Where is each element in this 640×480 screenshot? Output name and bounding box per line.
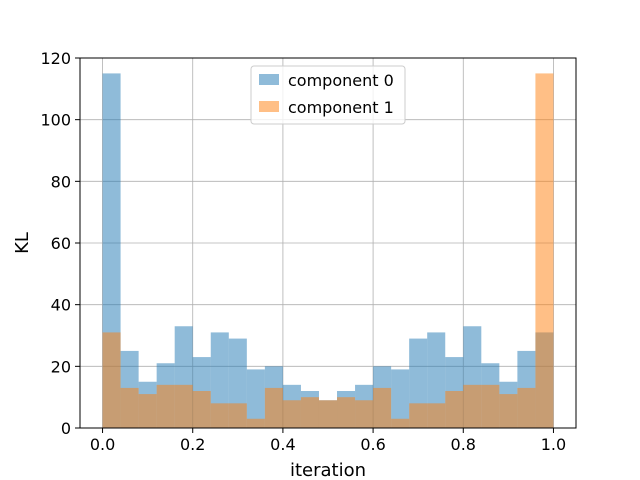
bar-series-1-bin-5 <box>192 391 211 428</box>
legend: component 0 component 1 <box>250 65 406 125</box>
x-tick-label: 0.2 <box>180 435 205 454</box>
y-axis-label: KL <box>12 232 33 254</box>
bar-series-1-bin-1 <box>120 387 139 428</box>
x-tick-label: 1.0 <box>541 435 566 454</box>
bar-series-0-bin-8 <box>246 369 265 428</box>
y-tick-label: 40 <box>51 296 71 315</box>
x-tick-label: 0.8 <box>451 435 476 454</box>
y-tick-label: 100 <box>40 111 71 130</box>
bar-series-1-bin-16 <box>391 418 410 428</box>
bar-series-1-bin-10 <box>282 400 301 428</box>
bar-series-0-bin-16 <box>391 369 410 428</box>
y-tick-label: 80 <box>51 172 71 191</box>
bar-series-1-bin-19 <box>445 391 464 428</box>
y-tick-label: 20 <box>51 357 71 376</box>
bar-series-1-bin-18 <box>427 403 446 428</box>
bar-series-1-bin-4 <box>174 384 193 428</box>
bar-series-1-bin-21 <box>481 384 500 428</box>
x-tick-label: 0.6 <box>360 435 385 454</box>
bar-series-1-bin-8 <box>246 418 265 428</box>
bar-series-1-bin-3 <box>156 384 175 428</box>
y-tick-label: 60 <box>51 234 71 253</box>
bar-series-1-bin-23 <box>517 387 536 428</box>
y-tick-label: 0 <box>61 419 71 438</box>
bar-series-1-bin-15 <box>373 387 392 428</box>
bar-series-1-bin-6 <box>210 403 229 428</box>
bar-series-1-bin-11 <box>300 397 319 428</box>
bars <box>102 73 554 429</box>
axis-ticks: 0.0 0.2 0.4 0.6 0.8 1.0 0 20 40 60 80 100 120 <box>40 49 566 454</box>
bar-series-1-bin-20 <box>463 384 482 428</box>
bar-series-1-bin-14 <box>355 400 374 428</box>
bar-series-1-bin-13 <box>337 397 356 428</box>
bar-series-1-bin-9 <box>264 387 283 428</box>
legend-label-component-0: component 0 <box>288 71 394 90</box>
x-axis-label: iteration <box>290 460 366 480</box>
bar-series-1-bin-12 <box>318 400 338 428</box>
y-tick-label: 120 <box>40 49 71 68</box>
bar-series-1-bin-2 <box>138 394 157 428</box>
bar-series-1-bin-22 <box>499 394 518 428</box>
legend-swatch-component-1 <box>259 101 279 112</box>
bar-series-1-bin-24 <box>535 73 554 429</box>
bar-series-1-bin-0 <box>102 332 121 428</box>
x-tick-label: 0.0 <box>90 435 115 454</box>
legend-box <box>250 65 406 125</box>
bar-series-1-bin-7 <box>228 403 247 428</box>
legend-swatch-component-0 <box>259 74 279 85</box>
x-tick-label: 0.4 <box>270 435 295 454</box>
bar-series-1-bin-17 <box>409 403 428 428</box>
legend-label-component-1: component 1 <box>288 98 394 117</box>
